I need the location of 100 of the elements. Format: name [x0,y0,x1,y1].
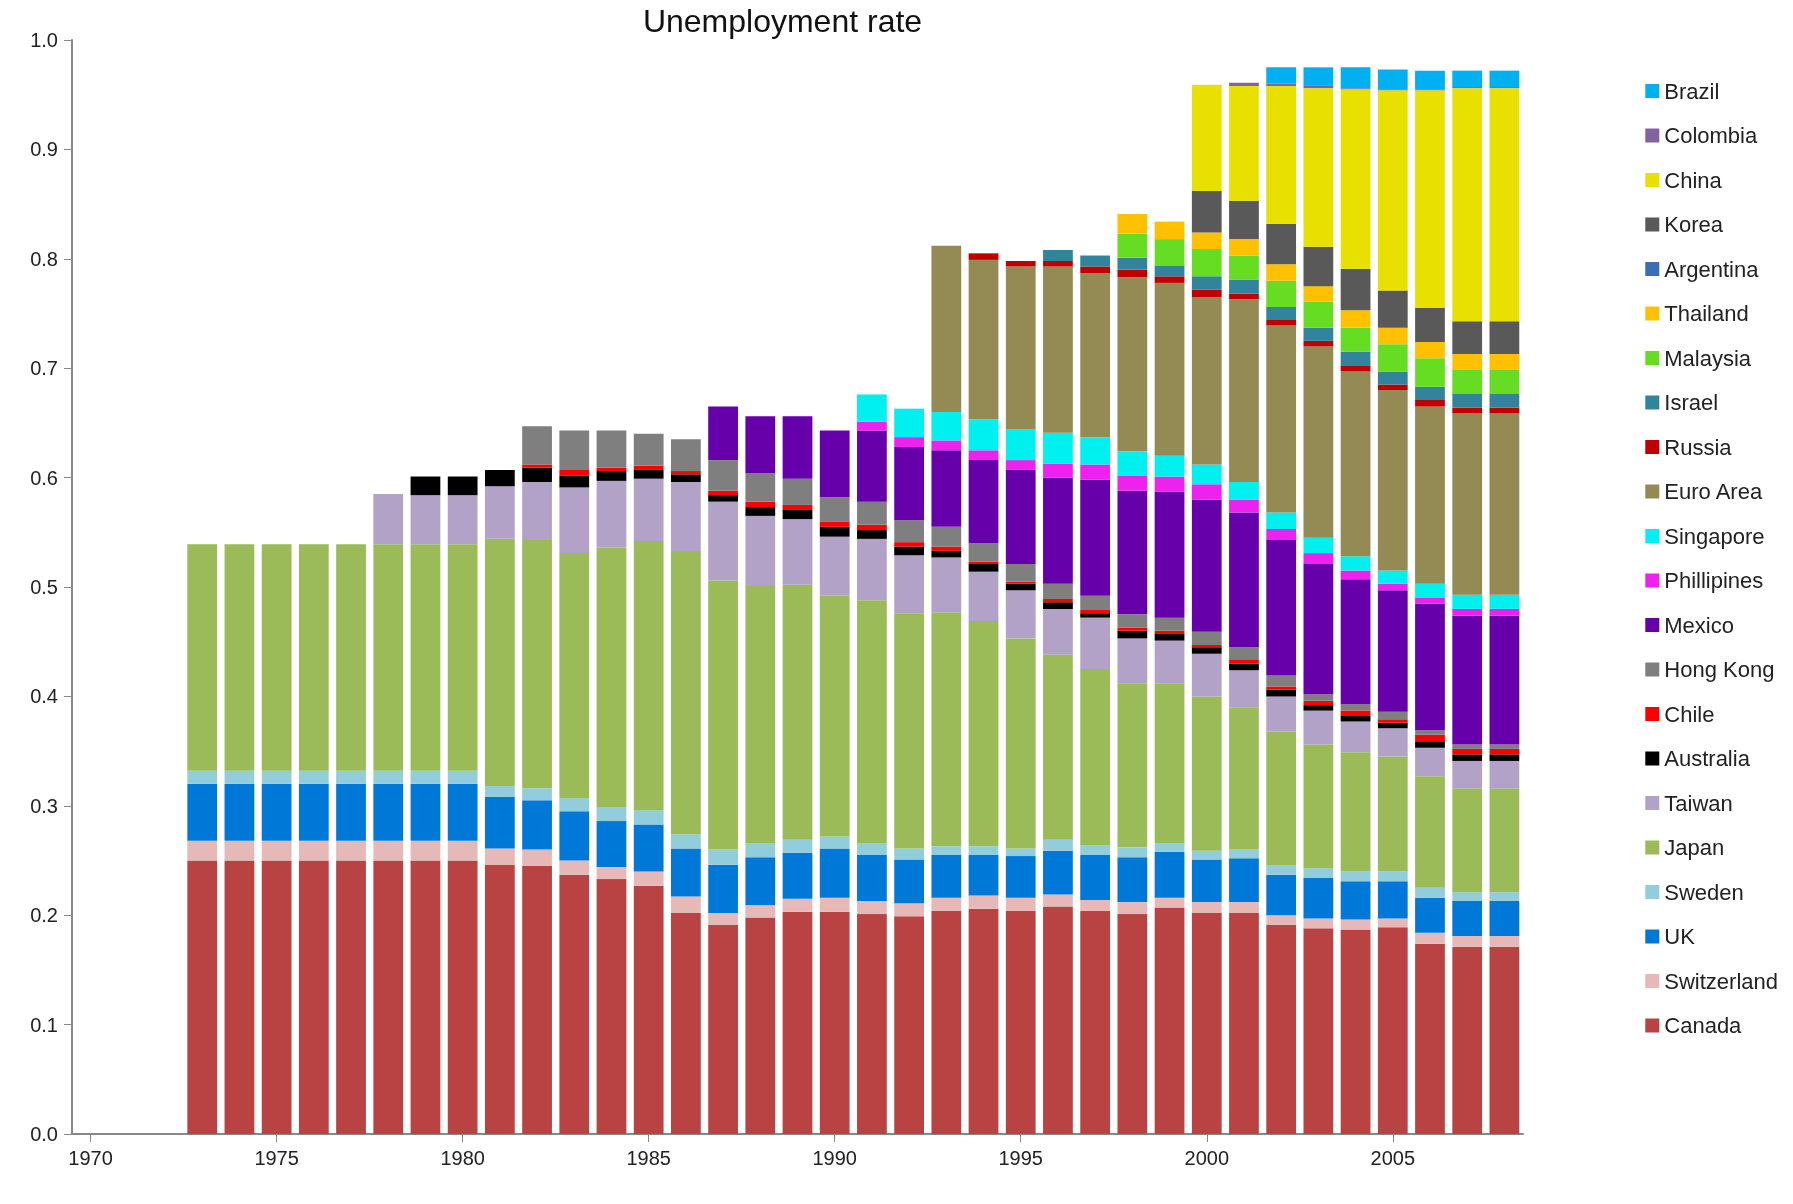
legend-label: Russia [1664,434,1733,460]
bar [931,897,962,911]
bar [1229,707,1259,850]
bar [1080,609,1111,614]
bar [1117,213,1148,234]
bar [819,595,850,837]
bar [373,783,404,841]
bar [1005,581,1036,584]
bar [1377,290,1408,328]
bar [968,908,999,1134]
bar [671,481,701,551]
bar [224,544,255,771]
x-tick-label: 2005 [1370,1147,1416,1169]
bar [596,879,627,1134]
bar [261,783,292,841]
bar [522,539,552,789]
bar [1229,481,1259,500]
bar [708,501,738,581]
bar [1377,918,1408,928]
bar [1117,269,1148,278]
bar [1080,669,1111,846]
bar [1154,282,1185,456]
bar [1377,390,1408,571]
bar [1415,90,1445,309]
bar [782,852,813,899]
bar [968,259,999,420]
bar [1080,910,1111,1134]
bar [1489,70,1520,88]
bar [968,571,999,621]
legend-label: UK [1664,924,1696,949]
bar [559,487,590,554]
bar [1154,907,1185,1134]
bar [187,770,218,784]
bar [1489,754,1520,761]
x-tick-label: 1995 [998,1147,1043,1169]
bar [857,501,887,525]
bar [1229,82,1259,86]
bar [782,911,813,1134]
bar [1489,946,1520,1134]
legend-label: Sweden [1664,879,1744,905]
bar [187,860,218,1134]
bar [782,519,813,585]
bar [968,620,999,847]
bar [1303,88,1334,247]
bar [1303,346,1334,538]
bar [745,515,776,586]
bar [968,846,999,856]
bar [1377,756,1408,872]
bar [1266,529,1297,540]
bar [1229,85,1259,201]
bar [819,526,850,537]
bar [894,437,924,447]
bar [1303,246,1334,287]
bar [484,848,515,865]
bar [745,507,776,516]
y-tick-label: 0.6 [30,466,58,489]
bar [1191,902,1222,914]
bar [1266,320,1297,326]
bar [1117,257,1148,270]
bar [894,848,924,860]
bar [1266,67,1297,84]
bar [671,471,701,475]
bar [1043,906,1073,1134]
bar [1266,864,1297,875]
bar [1229,255,1259,280]
x-tick-label: 1975 [254,1147,299,1169]
bar [1191,631,1222,645]
bar [447,476,478,496]
bar [1154,276,1185,283]
bar [1303,286,1334,302]
bar [1489,413,1520,595]
bar [1452,900,1483,936]
bar [1340,268,1371,311]
bar [857,538,887,601]
bar [559,811,590,861]
bar [857,900,887,915]
bar [522,800,552,850]
bar [894,903,924,917]
bar [1266,874,1297,916]
bar [1377,871,1408,882]
bar [522,464,552,468]
bar [559,469,590,476]
bar [410,840,441,861]
bar [298,840,329,861]
bar [1005,564,1036,582]
bar [968,564,999,572]
bar [1303,340,1334,347]
bar [1117,638,1148,684]
bar [336,860,366,1134]
bar [1154,239,1185,266]
bar [484,797,515,849]
bar [1452,935,1483,947]
bar [1080,845,1111,856]
bar [894,408,924,438]
bar [298,544,329,771]
y-tick-label: 0.1 [30,1013,58,1036]
bar [261,770,292,784]
bar [671,474,701,482]
bar [1229,913,1259,1134]
bar [1415,358,1445,387]
